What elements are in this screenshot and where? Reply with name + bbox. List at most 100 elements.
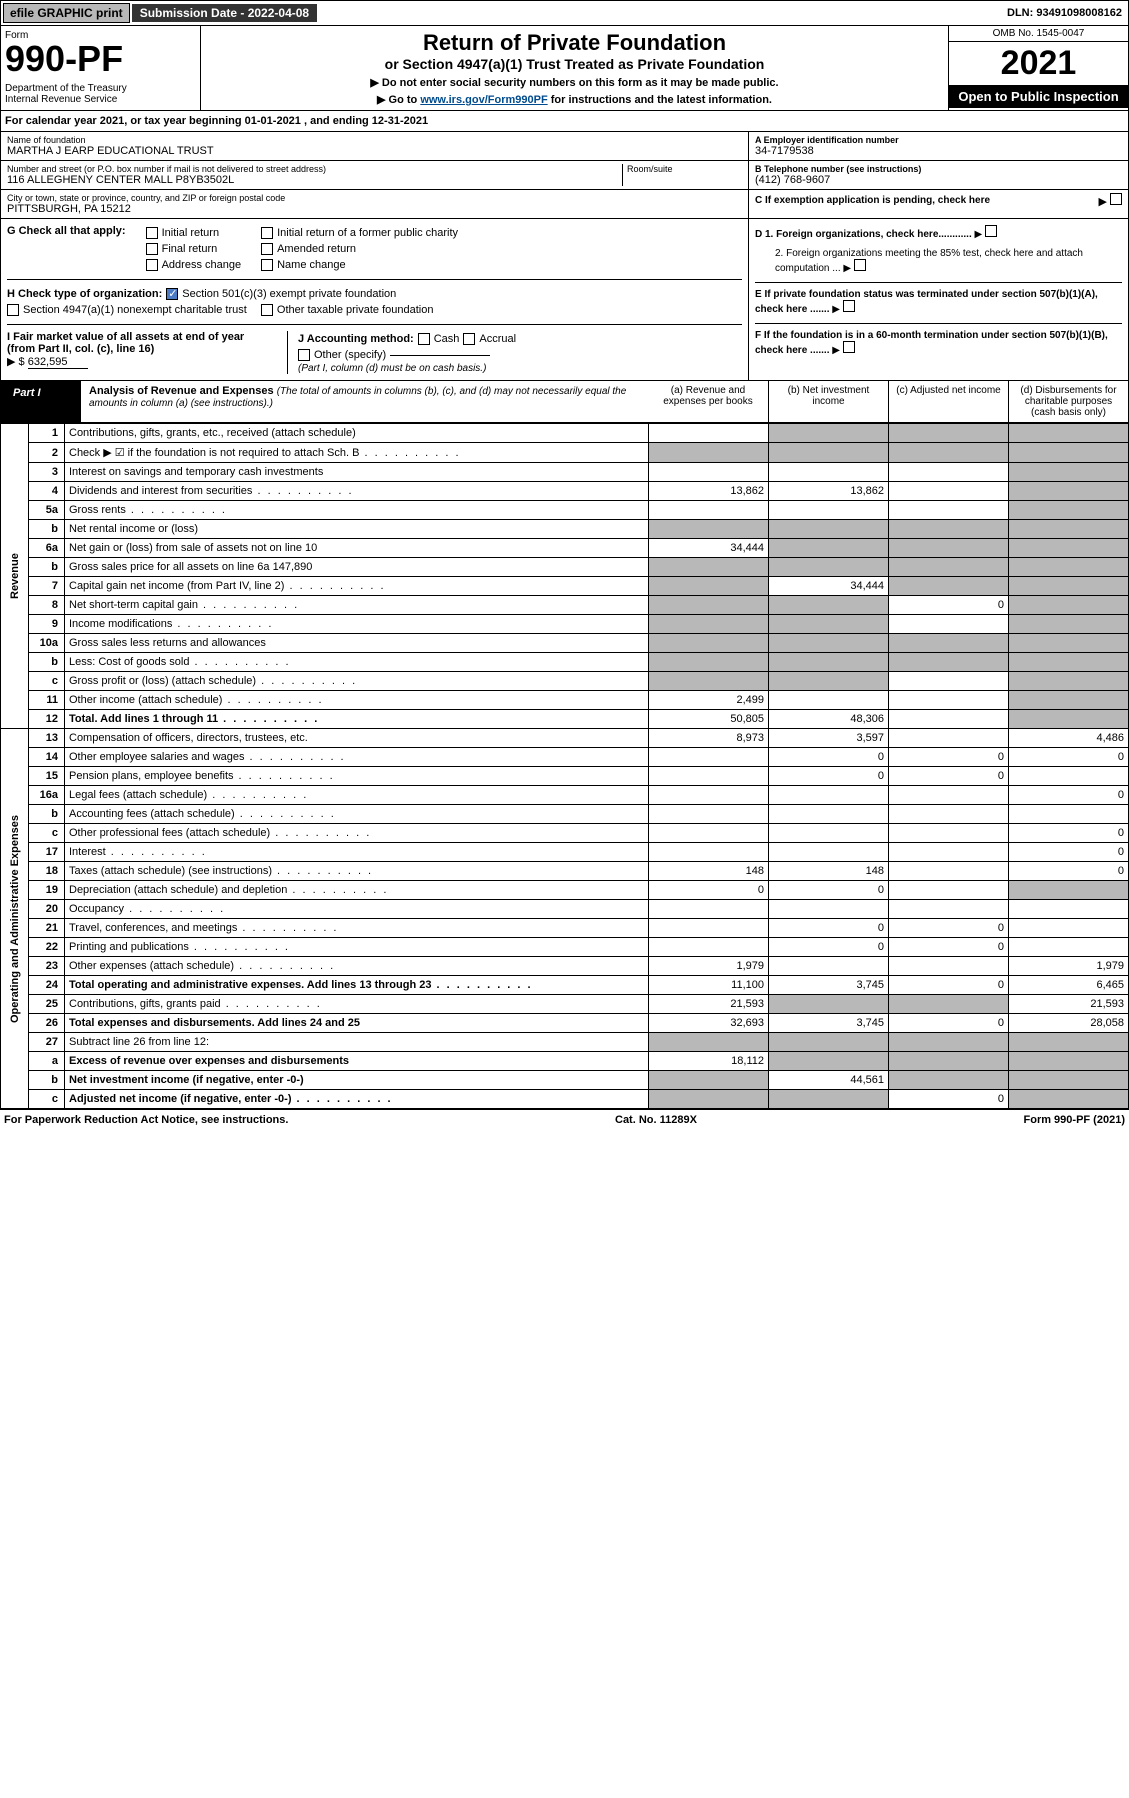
line-number: 22	[29, 938, 65, 957]
amount-cell: 3,745	[769, 1014, 889, 1033]
i-value: 632,595	[28, 356, 88, 369]
irs-link[interactable]: www.irs.gov/Form990PF	[420, 94, 547, 106]
line-number: 13	[29, 729, 65, 748]
amount-cell: 0	[889, 748, 1009, 767]
line-description: Net short-term capital gain	[65, 596, 649, 615]
amount-cell: 34,444	[769, 577, 889, 596]
amount-cell	[1009, 691, 1129, 710]
amount-cell	[1009, 900, 1129, 919]
c-checkbox[interactable]	[1110, 193, 1122, 205]
line-description: Income modifications	[65, 615, 649, 634]
h-4947-checkbox[interactable]	[7, 304, 19, 316]
line-number: 17	[29, 843, 65, 862]
h-label: H Check type of organization:	[7, 288, 162, 300]
amount-cell: 0	[889, 1090, 1009, 1109]
amount-cell	[649, 577, 769, 596]
amount-cell	[649, 900, 769, 919]
amount-cell	[769, 1052, 889, 1071]
amount-cell	[1009, 596, 1129, 615]
h-other-checkbox[interactable]	[261, 304, 273, 316]
line-number: 8	[29, 596, 65, 615]
line-number: 14	[29, 748, 65, 767]
amount-cell	[889, 957, 1009, 976]
table-row: 11Other income (attach schedule)2,499	[1, 691, 1129, 710]
d1-label: D 1. Foreign organizations, check here..…	[755, 229, 972, 240]
j-label: J Accounting method:	[298, 333, 414, 345]
g-name-checkbox[interactable]	[261, 259, 273, 271]
amount-cell: 48,306	[769, 710, 889, 729]
col-a-header: (a) Revenue and expenses per books	[648, 381, 768, 422]
amount-cell	[769, 1033, 889, 1052]
expenses-side-label: Operating and Administrative Expenses	[1, 729, 29, 1109]
line-number: c	[29, 1090, 65, 1109]
amount-cell	[889, 862, 1009, 881]
g-initial-public-checkbox[interactable]	[261, 227, 273, 239]
efile-print-button[interactable]: efile GRAPHIC print	[3, 3, 130, 23]
omb-number: OMB No. 1545-0047	[949, 26, 1128, 42]
g-amended-checkbox[interactable]	[261, 243, 273, 255]
amount-cell	[889, 672, 1009, 691]
tax-year: 2021	[949, 42, 1128, 85]
amount-cell: 0	[769, 748, 889, 767]
footer-right: Form 990-PF (2021)	[1024, 1114, 1125, 1126]
line-number: 20	[29, 900, 65, 919]
line-number: b	[29, 558, 65, 577]
f-checkbox[interactable]	[843, 341, 855, 353]
amount-cell: 32,693	[649, 1014, 769, 1033]
amount-cell	[1009, 558, 1129, 577]
e-checkbox[interactable]	[843, 300, 855, 312]
amount-cell: 0	[769, 881, 889, 900]
amount-cell	[649, 463, 769, 482]
amount-cell	[1009, 463, 1129, 482]
page-footer: For Paperwork Reduction Act Notice, see …	[0, 1109, 1129, 1130]
amount-cell: 21,593	[649, 995, 769, 1014]
line-number: 24	[29, 976, 65, 995]
amount-cell	[1009, 1052, 1129, 1071]
line-number: b	[29, 653, 65, 672]
j-other-checkbox[interactable]	[298, 349, 310, 361]
table-row: 17Interest0	[1, 843, 1129, 862]
j-accrual-checkbox[interactable]	[463, 333, 475, 345]
amount-cell	[889, 786, 1009, 805]
line-number: 5a	[29, 501, 65, 520]
amount-cell	[769, 957, 889, 976]
g-address-checkbox[interactable]	[146, 259, 158, 271]
g-initial-checkbox[interactable]	[146, 227, 158, 239]
amount-cell: 8,973	[649, 729, 769, 748]
amount-cell	[1009, 501, 1129, 520]
d2-checkbox[interactable]	[854, 259, 866, 271]
g-final-checkbox[interactable]	[146, 243, 158, 255]
line-description: Dividends and interest from securities	[65, 482, 649, 501]
amount-cell	[889, 501, 1009, 520]
amount-cell	[769, 1090, 889, 1109]
amount-cell	[1009, 1033, 1129, 1052]
amount-cell: 1,979	[649, 957, 769, 976]
line-description: Other employee salaries and wages	[65, 748, 649, 767]
amount-cell	[889, 1052, 1009, 1071]
table-row: 26Total expenses and disbursements. Add …	[1, 1014, 1129, 1033]
line-description: Printing and publications	[65, 938, 649, 957]
line-description: Other professional fees (attach schedule…	[65, 824, 649, 843]
d1-checkbox[interactable]	[985, 225, 997, 237]
line-description: Contributions, gifts, grants, etc., rece…	[65, 424, 649, 443]
j-cash-checkbox[interactable]	[418, 333, 430, 345]
line-description: Net investment income (if negative, ente…	[65, 1071, 649, 1090]
line-number: 25	[29, 995, 65, 1014]
line-description: Travel, conferences, and meetings	[65, 919, 649, 938]
table-row: 25Contributions, gifts, grants paid21,59…	[1, 995, 1129, 1014]
line-number: 18	[29, 862, 65, 881]
table-row: 4Dividends and interest from securities1…	[1, 482, 1129, 501]
table-row: aExcess of revenue over expenses and dis…	[1, 1052, 1129, 1071]
f-label: F If the foundation is in a 60-month ter…	[755, 330, 1108, 356]
amount-cell	[1009, 672, 1129, 691]
table-row: bNet investment income (if negative, ent…	[1, 1071, 1129, 1090]
main-table: Revenue1Contributions, gifts, grants, et…	[0, 423, 1129, 1109]
h-501c3-checkbox[interactable]	[166, 288, 178, 300]
amount-cell: 0	[889, 596, 1009, 615]
amount-cell	[769, 634, 889, 653]
amount-cell: 1,979	[1009, 957, 1129, 976]
amount-cell: 0	[769, 919, 889, 938]
amount-cell	[1009, 710, 1129, 729]
line-number: 2	[29, 443, 65, 463]
amount-cell	[1009, 805, 1129, 824]
